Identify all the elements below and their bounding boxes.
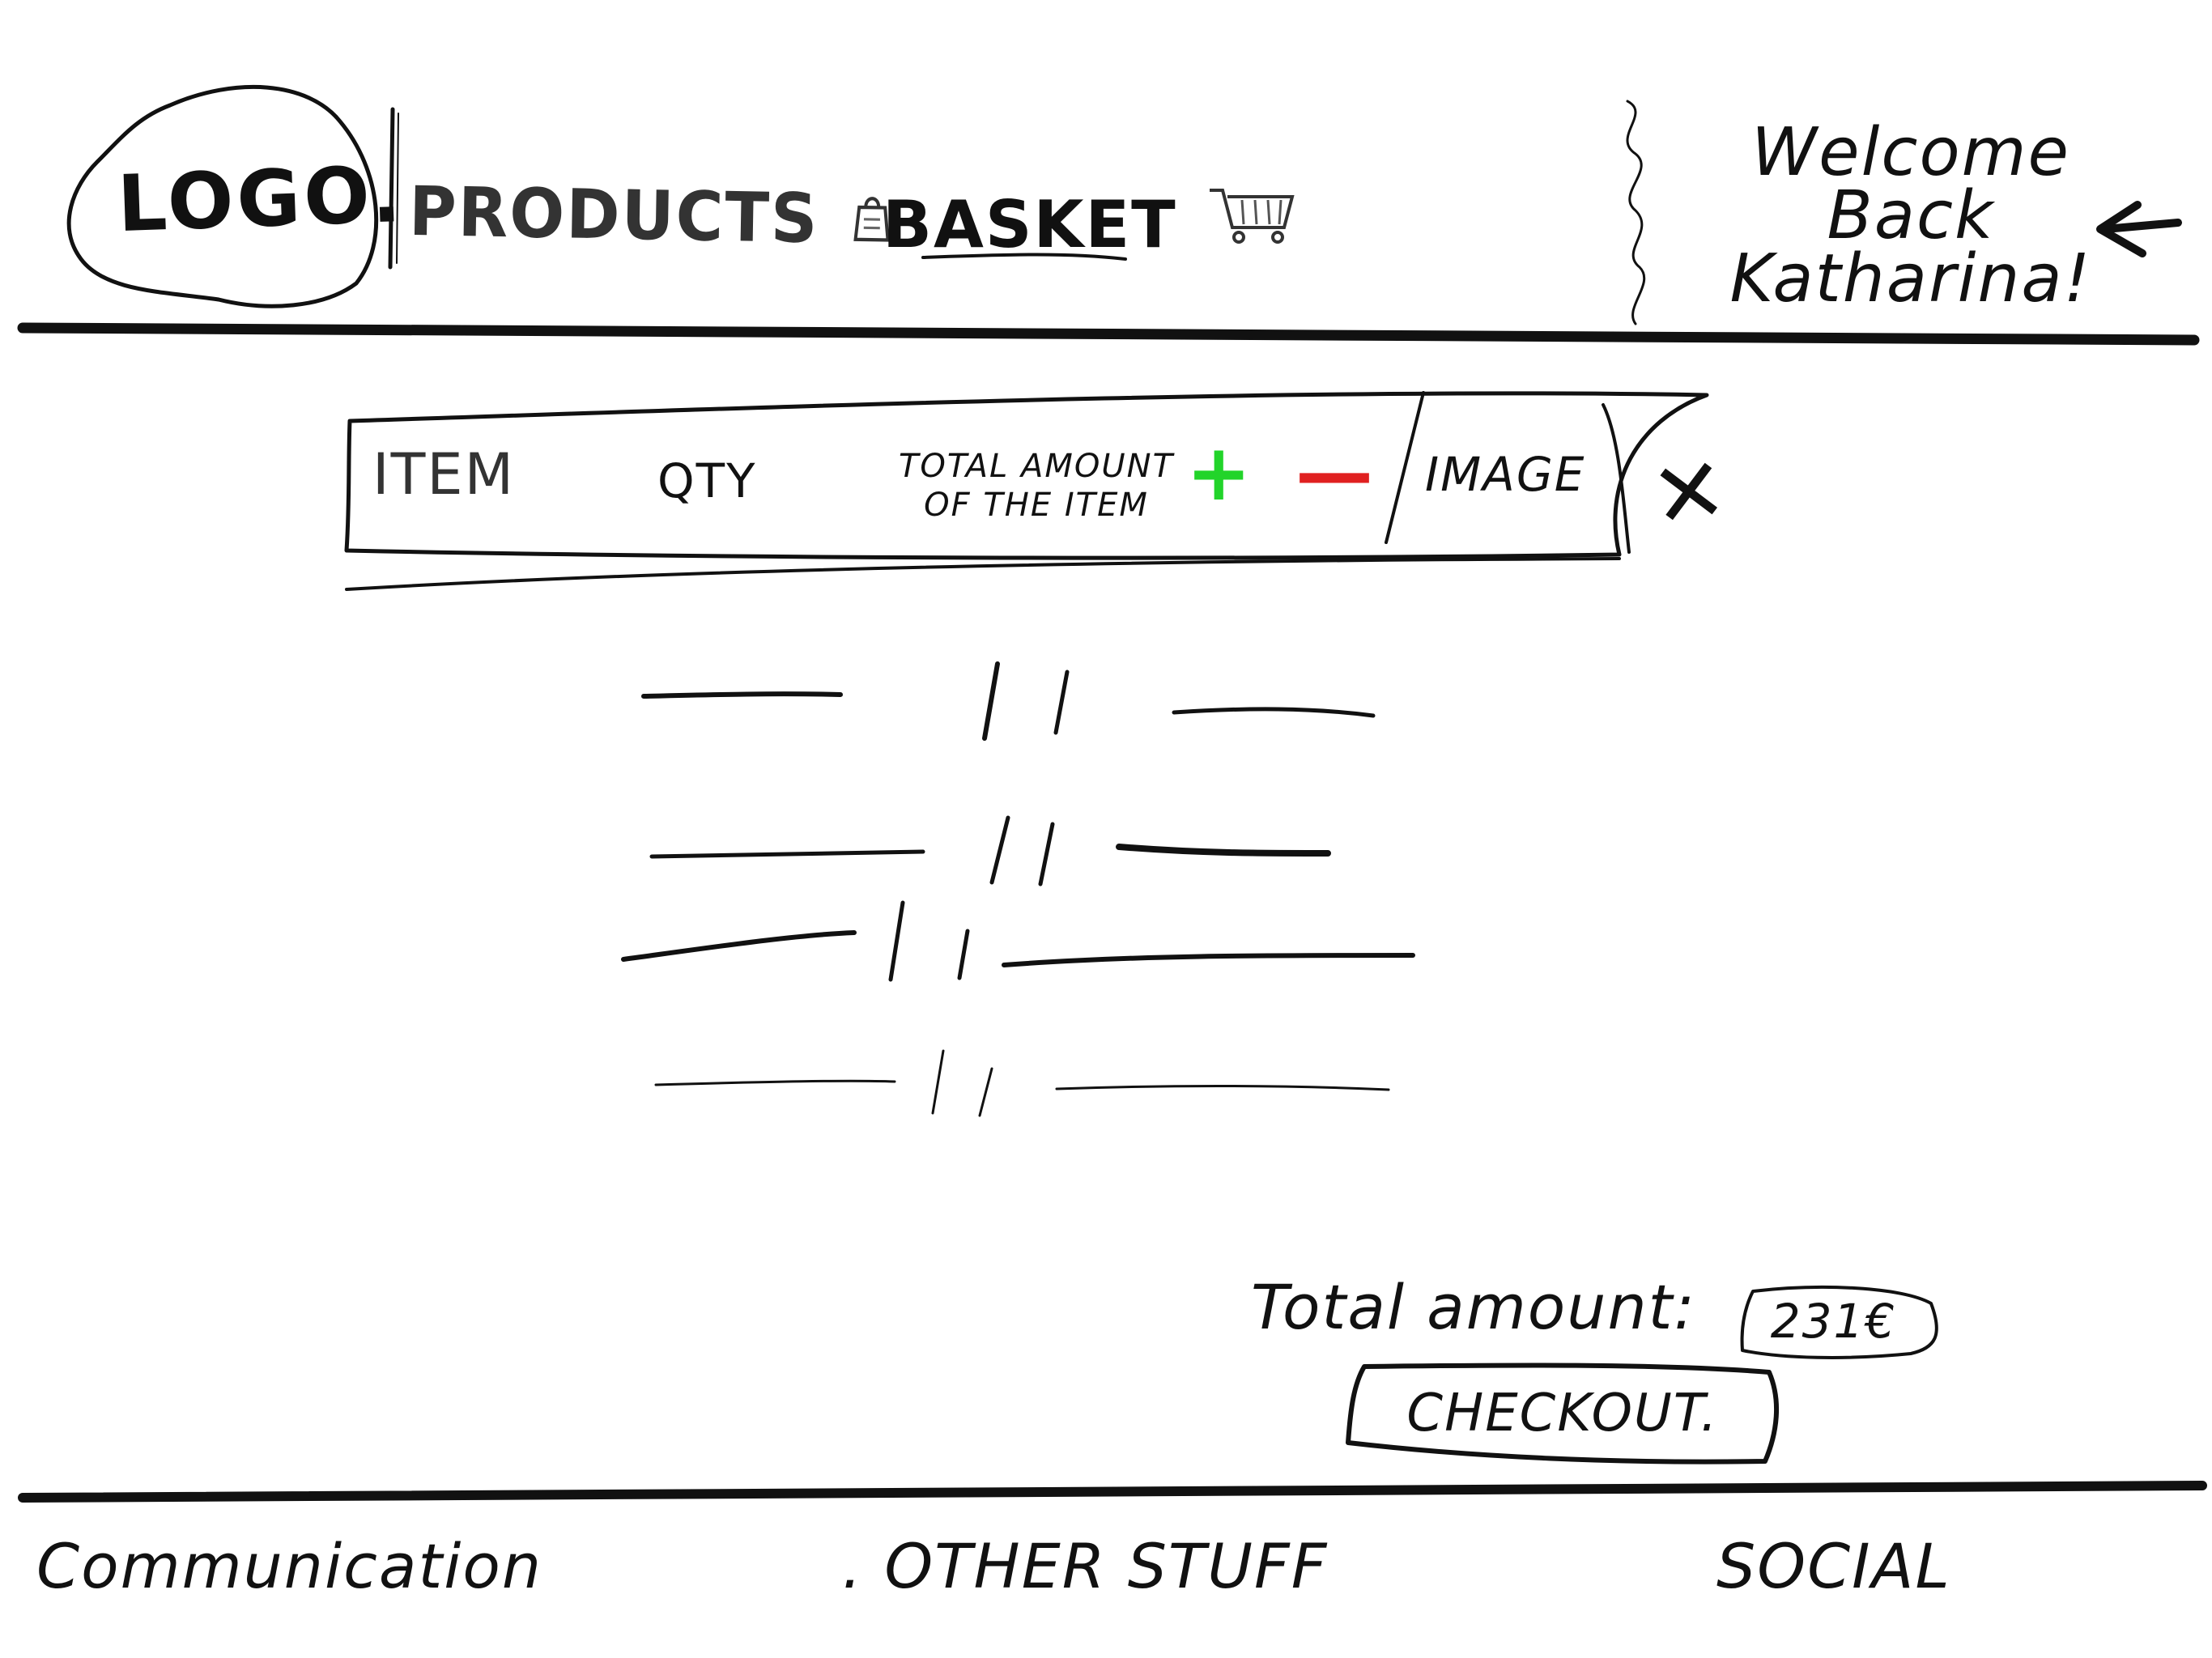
column-image: IMAGE: [1425, 447, 1586, 502]
bag-icon: [853, 197, 891, 242]
footer-social[interactable]: SOCIAL: [1716, 1530, 1951, 1602]
nav-products-label: PRODUCTS: [408, 172, 820, 259]
column-qty: QTY: [657, 453, 757, 508]
arrow-left-icon[interactable]: [2089, 198, 2186, 263]
nav-basket[interactable]: BASKET: [883, 182, 1295, 262]
decrease-qty-button[interactable]: —: [1295, 427, 1375, 518]
cart-icon: [1209, 189, 1295, 244]
column-item: ITEM: [372, 441, 516, 508]
logo[interactable]: LOGO.: [116, 148, 406, 250]
nav-products[interactable]: PRODUCTS: [408, 172, 895, 260]
increase-qty-button[interactable]: +: [1186, 427, 1253, 518]
total-amount-label: Total amount:: [1251, 1271, 1697, 1343]
footer-communication[interactable]: Communication: [36, 1530, 543, 1602]
welcome-message: Welcome Back Katharina!: [1729, 114, 2092, 317]
nav-basket-label: BASKET: [883, 187, 1177, 262]
checkout-button[interactable]: CHECKOUT.: [1348, 1371, 1777, 1456]
column-total-amount: TOTAL AMOUNT OF THE ITEM: [898, 448, 1175, 524]
footer-other-stuff[interactable]: . OTHER STUFF: [842, 1530, 1329, 1602]
total-amount-value: 231€: [1770, 1294, 1897, 1349]
remove-item-icon[interactable]: ✕: [1644, 436, 1735, 550]
